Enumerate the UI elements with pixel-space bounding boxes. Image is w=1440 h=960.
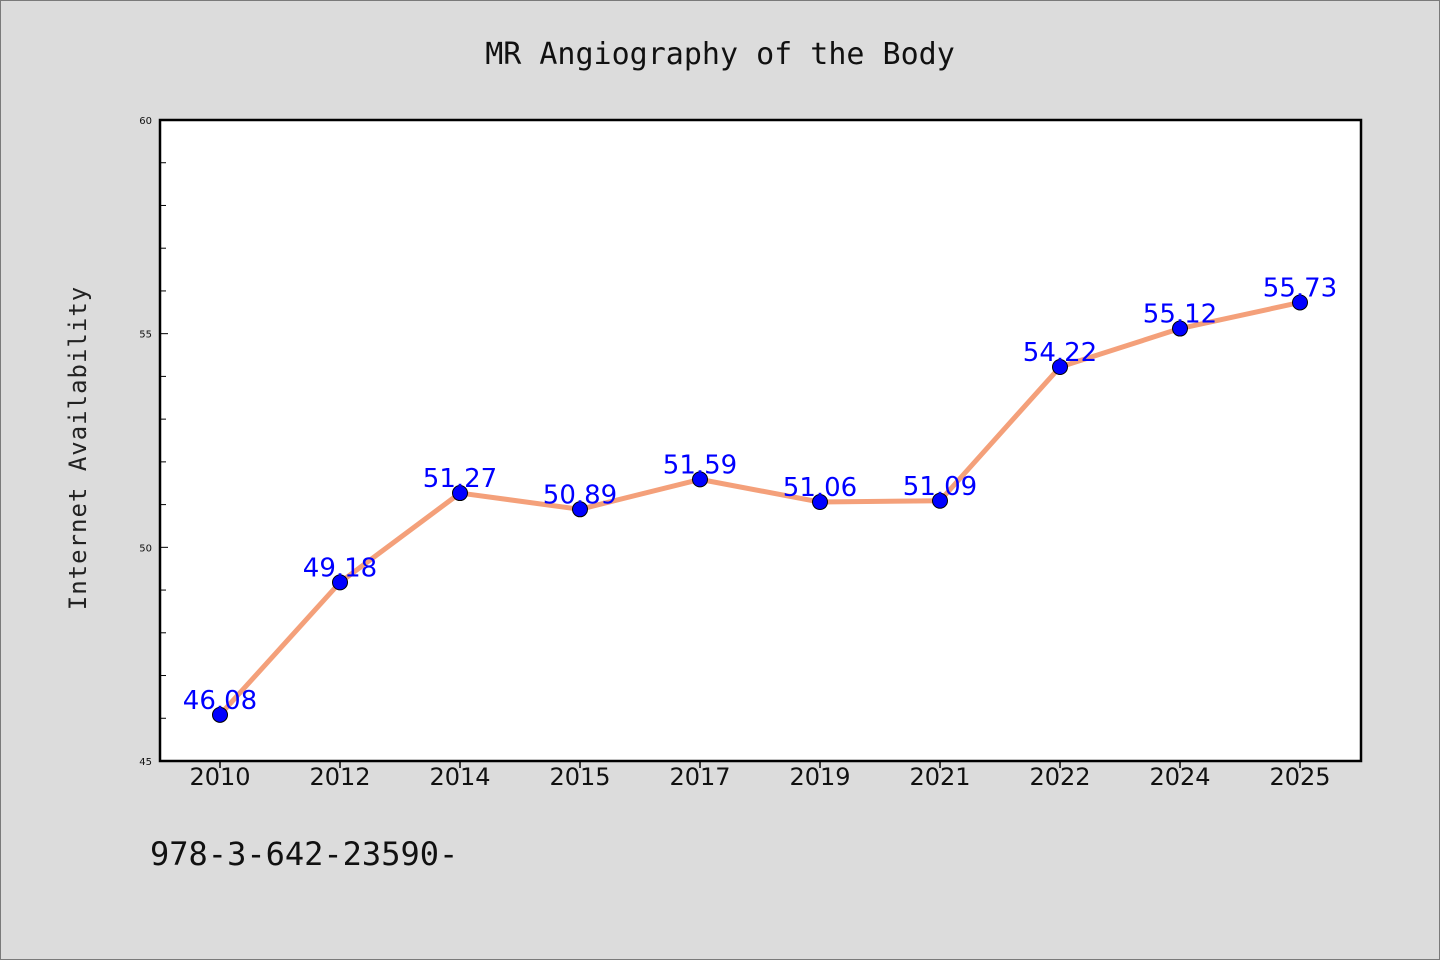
data-label: 51.59: [663, 450, 737, 480]
data-label: 51.09: [903, 472, 977, 502]
x-tick-label: 2012: [309, 763, 370, 791]
y-tick-label: 60: [139, 116, 152, 127]
footer-code: 978-3-642-23590-: [150, 835, 458, 873]
data-label: 50.89: [543, 480, 617, 510]
y-axis-label: Internet Availability: [64, 286, 92, 610]
x-tick-label: 2014: [429, 763, 490, 791]
x-tick-label: 2017: [669, 763, 730, 791]
x-tick-label: 2010: [189, 763, 250, 791]
series-line-group: [217, 299, 1303, 718]
plot-area: [160, 120, 1361, 761]
y-tick-label: 50: [139, 543, 152, 554]
y-tick-label: 55: [139, 330, 152, 341]
data-point: [692, 471, 708, 488]
x-tick-label: 2015: [549, 763, 610, 791]
x-tick-label: 2022: [1029, 763, 1090, 791]
data-label: 54.22: [1023, 338, 1097, 368]
chart-title: MR Angiography of the Body: [485, 37, 955, 72]
x-axis: 2010 2012 2014 2015 2017 2019 2021 2022 2024 2025: [189, 761, 1331, 791]
data-label: 55.12: [1143, 300, 1217, 330]
data-point: [812, 494, 828, 511]
data-point: [1172, 320, 1188, 337]
data-point: [932, 492, 948, 509]
data-point: [452, 485, 468, 502]
data-label: 49.18: [303, 553, 377, 583]
data-point: [332, 574, 348, 591]
plot-border: [158, 118, 1363, 763]
x-tick-label: 2025: [1269, 763, 1330, 791]
data-point: [212, 706, 228, 723]
series-line: [217, 299, 1303, 718]
data-points: [212, 294, 1308, 723]
data-point: [1052, 358, 1068, 375]
data-point: [1292, 294, 1308, 311]
data-label: 46.08: [183, 686, 257, 716]
data-label: 51.27: [423, 464, 497, 494]
data-label: 51.06: [783, 473, 857, 503]
x-tick-label: 2024: [1149, 763, 1210, 791]
data-label: 55.73: [1263, 273, 1337, 303]
data-labels: 46.08 49.18 51.27 50.89 51.59 51.06 51.09 54.22…: [183, 273, 1337, 715]
x-tick-label: 2021: [909, 763, 970, 791]
y-tick-label: 45: [139, 757, 152, 768]
data-point: [572, 501, 588, 518]
x-tick-label: 2019: [789, 763, 850, 791]
